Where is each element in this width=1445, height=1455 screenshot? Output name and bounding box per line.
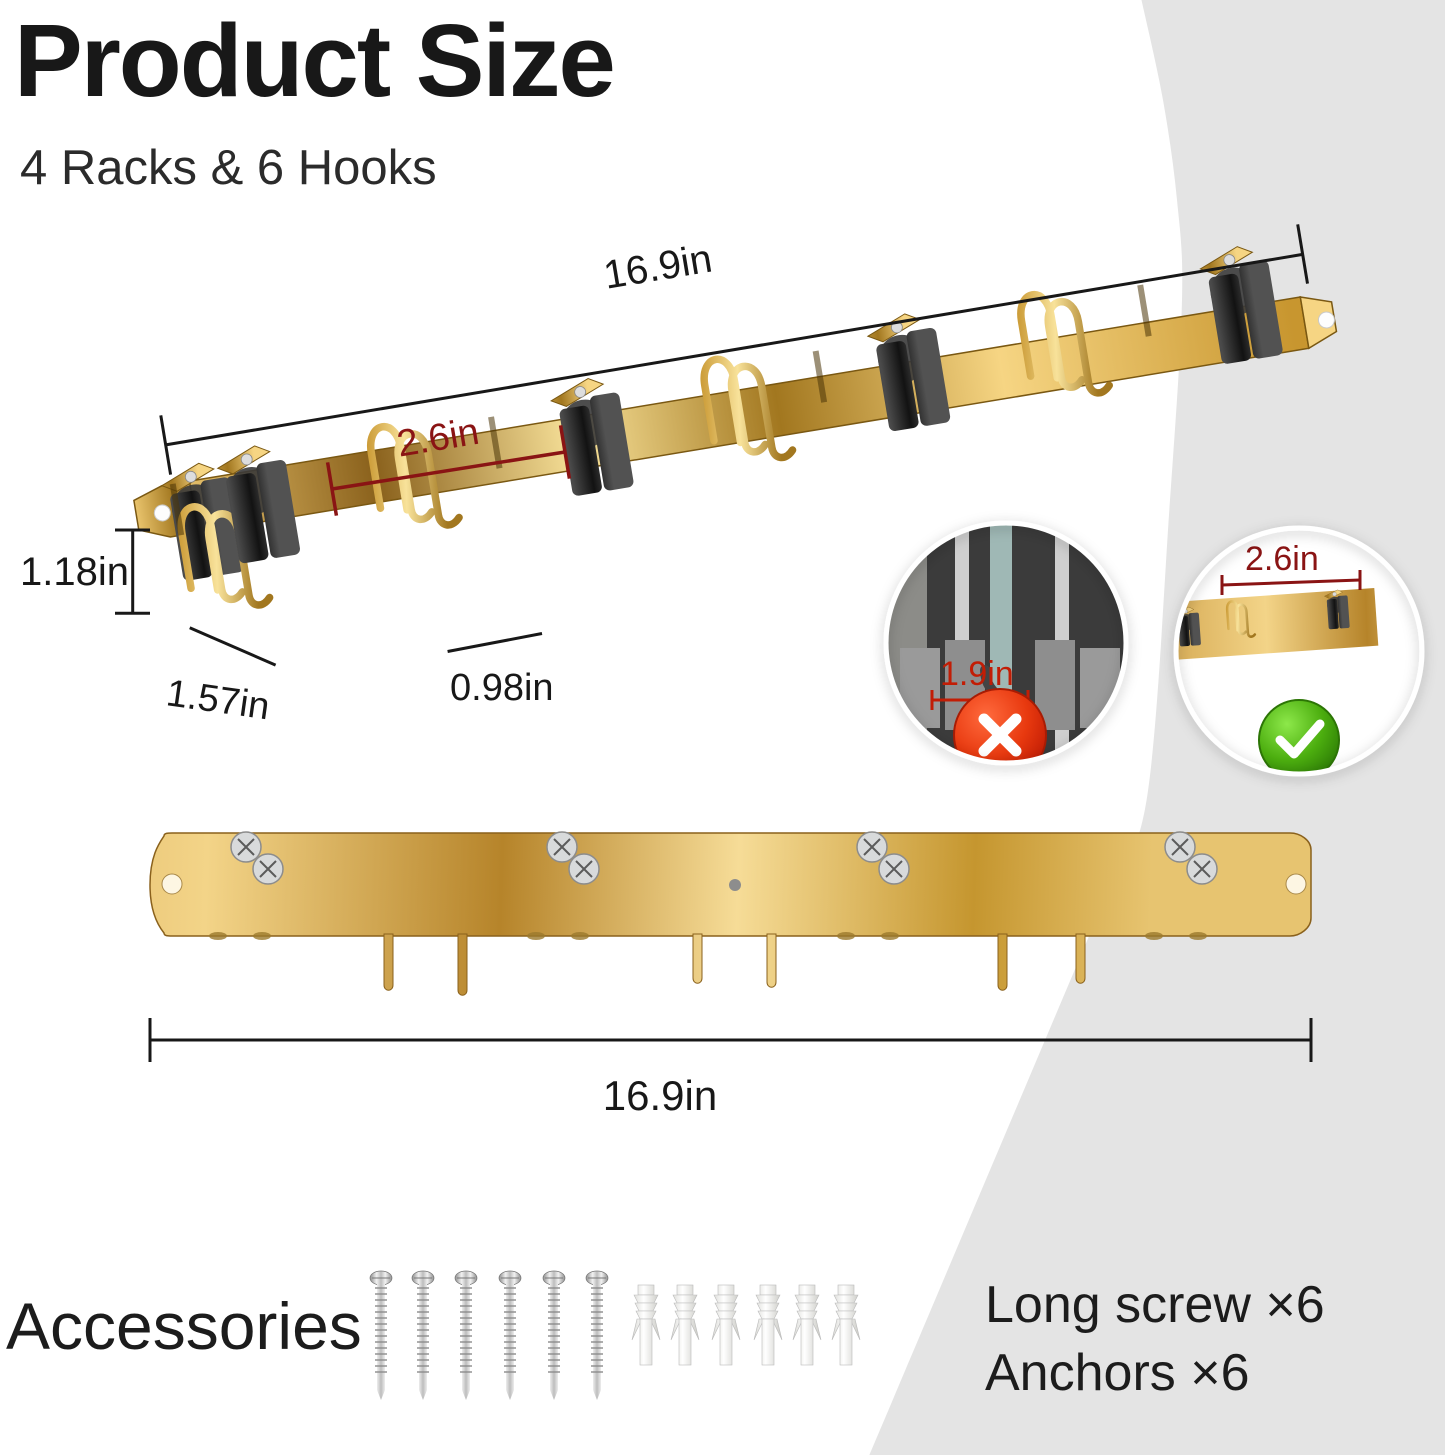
svg-text:16.9in: 16.9in (603, 1072, 717, 1119)
svg-text:0.98in: 0.98in (450, 667, 554, 709)
svg-text:2.6in: 2.6in (1245, 540, 1319, 578)
svg-text:1.9in: 1.9in (940, 655, 1014, 693)
svg-text:1.57in: 1.57in (164, 672, 272, 728)
svg-text:1.18in: 1.18in (20, 550, 129, 594)
svg-text:16.9in: 16.9in (601, 237, 716, 298)
